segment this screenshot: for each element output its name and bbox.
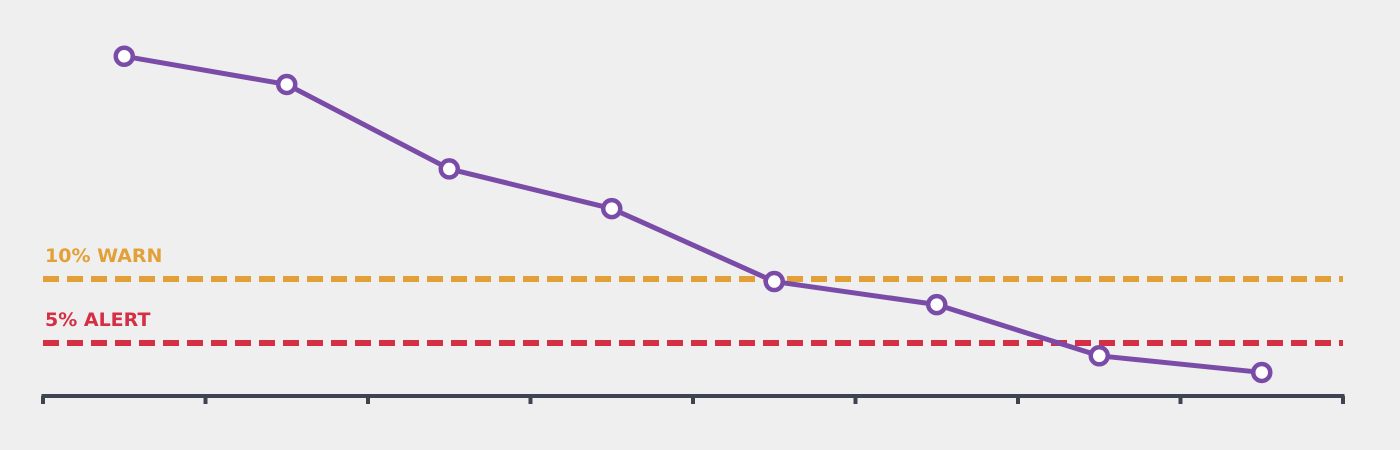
data-point: [926, 293, 948, 316]
threshold-label: 10% WARN: [45, 245, 162, 267]
threshold-label: 5% ALERT: [45, 309, 150, 331]
data-point: [763, 270, 785, 293]
data-point: [1251, 361, 1273, 384]
data-point: [1088, 345, 1110, 367]
data-point: [276, 73, 298, 96]
data-point: [601, 197, 623, 220]
series-line: [123, 53, 1263, 375]
data-point: [113, 45, 135, 68]
data-point: [438, 158, 460, 180]
